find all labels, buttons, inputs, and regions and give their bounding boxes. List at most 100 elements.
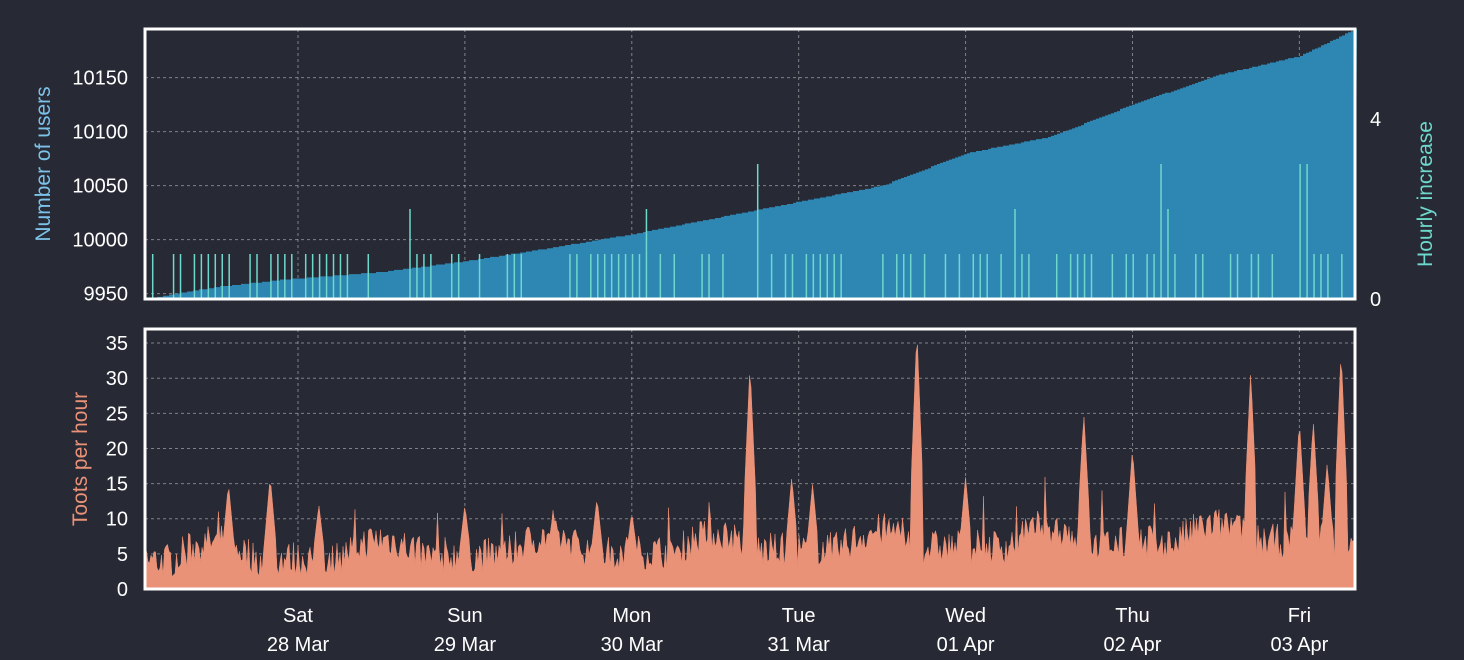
hourly-increase-bar <box>430 254 432 299</box>
hourly-increase-bar <box>339 254 342 299</box>
x-tick-day: Sun <box>447 605 483 627</box>
hourly-increase-bar <box>172 254 175 299</box>
hourly-increase-bar <box>416 254 418 299</box>
hourly-increase-bar <box>1153 254 1155 299</box>
hourly-increase-bar <box>1320 254 1322 299</box>
hourly-increase-bar <box>805 254 808 299</box>
x-tick-day: Wed <box>945 605 986 627</box>
users-area <box>145 29 1357 299</box>
hourly-increase-bar <box>1202 254 1204 299</box>
hourly-increase-bar <box>944 254 947 299</box>
hourly-increase-bar <box>1299 164 1301 299</box>
hourly-increase-bar <box>1160 164 1162 299</box>
x-tick-date: 02 Apr <box>1104 634 1162 656</box>
hourly-increase-bar <box>603 254 606 299</box>
users-tick-label: 10050 <box>72 176 128 198</box>
hourly-increase-bar <box>979 254 981 299</box>
hourly-increase-bar <box>1313 254 1315 299</box>
hourly-increase-bar <box>610 254 613 299</box>
hourly-increase-bar <box>1271 254 1274 299</box>
hourly-increase-bar <box>756 164 759 299</box>
hourly-increase-bar <box>1014 209 1016 299</box>
hourly-increase-bar <box>291 254 293 299</box>
hourly-increase-bar <box>923 254 926 299</box>
hourly-increase-bar <box>318 254 321 299</box>
hourly-increase-bar <box>819 254 822 299</box>
toots-tick-label: 0 <box>117 579 128 601</box>
x-tick-day: Sat <box>283 605 313 627</box>
toots-tick-label: 20 <box>106 438 128 460</box>
hourly-increase-bar <box>791 254 794 299</box>
hourly-increase-bar <box>909 254 912 299</box>
hourly-increase-bar <box>346 254 349 299</box>
hourly-increase-bar <box>812 254 815 299</box>
x-tick-date: 30 Mar <box>601 634 664 656</box>
hourly-increase-bar <box>896 254 898 299</box>
increase-tick-label: 4 <box>1370 109 1381 131</box>
hourly-increase-bar <box>840 254 842 299</box>
users-axis-title: Number of users <box>32 86 55 241</box>
hourly-increase-bar <box>207 254 210 299</box>
hourly-increase-bar <box>423 254 425 299</box>
hourly-increase-bar <box>1090 254 1093 299</box>
hourly-increase-bar <box>457 254 460 299</box>
hourly-increase-bar <box>1069 254 1072 299</box>
hourly-increase-bar <box>151 254 154 299</box>
toots-tick-label: 10 <box>106 509 128 531</box>
toots-tick-label: 25 <box>106 403 128 425</box>
top-panel-frame <box>143 27 1357 301</box>
toots-tick-label: 15 <box>106 474 128 496</box>
hourly-increase-bar <box>569 254 571 299</box>
x-tick-date: 31 Mar <box>768 634 831 656</box>
hourly-increase-bar <box>1341 254 1343 299</box>
hourly-increase-bar <box>284 254 286 299</box>
hourly-increase-bar <box>1195 254 1197 299</box>
hourly-increase-bar <box>277 254 279 299</box>
hourly-increase-bar <box>638 254 641 299</box>
hourly-increase-bar <box>833 254 835 299</box>
hourly-increase-bar <box>304 254 307 299</box>
hourly-increase-bar <box>826 254 828 299</box>
hourly-increase-bar <box>367 254 370 299</box>
hourly-increase-bar <box>1000 254 1002 299</box>
x-tick-date: 03 Apr <box>1270 634 1328 656</box>
hourly-increase-bar <box>409 209 411 299</box>
top-panel: 9950 10000 10050 10100 10150 0 4 Number of user… <box>32 27 1437 311</box>
hourly-increase-bar <box>256 254 258 299</box>
users-tick-label: 10000 <box>72 230 128 252</box>
bottom-panel: 0 5 10 15 20 25 30 35 Toots per hour <box>69 327 1357 601</box>
hourly-increase-bar <box>249 254 251 299</box>
hourly-increase-bar <box>597 254 599 299</box>
hourly-increase-bar <box>478 254 481 299</box>
users-tick-label: 10150 <box>72 68 128 90</box>
bottom-panel-frame <box>143 327 1357 591</box>
hourly-increase-bar <box>1021 254 1023 299</box>
hourly-increase-bar <box>1132 254 1134 299</box>
hourly-increase-bar <box>701 254 703 299</box>
x-tick-day: Fri <box>1288 605 1311 627</box>
hourly-increase-bar <box>450 254 453 299</box>
hourly-increase-bar <box>270 254 272 299</box>
increase-tick-label: 0 <box>1370 289 1381 311</box>
hourly-increase-bar <box>1125 254 1128 299</box>
toots-area <box>144 344 1356 590</box>
hourly-increase-bar <box>986 254 988 299</box>
hourly-increase-bar <box>1111 254 1114 299</box>
x-tick-day: Mon <box>612 605 651 627</box>
toots-axis-title: Toots per hour <box>69 392 92 526</box>
hourly-increase-bar <box>631 254 634 299</box>
hourly-increase-bar <box>200 254 203 299</box>
hourly-increase-bar <box>1055 254 1058 299</box>
hourly-increase-bar <box>1174 254 1176 299</box>
hourly-increase-bar <box>1083 254 1086 299</box>
hourly-increase-bar <box>1229 254 1232 299</box>
hourly-increase-bar <box>1076 254 1079 299</box>
toots-tick-label: 30 <box>106 368 128 390</box>
hourly-increase-bar <box>332 254 335 299</box>
users-tick-label: 10100 <box>72 122 128 144</box>
hourly-increase-bar <box>1250 254 1253 299</box>
increase-axis-title: Hourly increase <box>1414 121 1437 267</box>
hourly-increase-bar <box>617 254 620 299</box>
